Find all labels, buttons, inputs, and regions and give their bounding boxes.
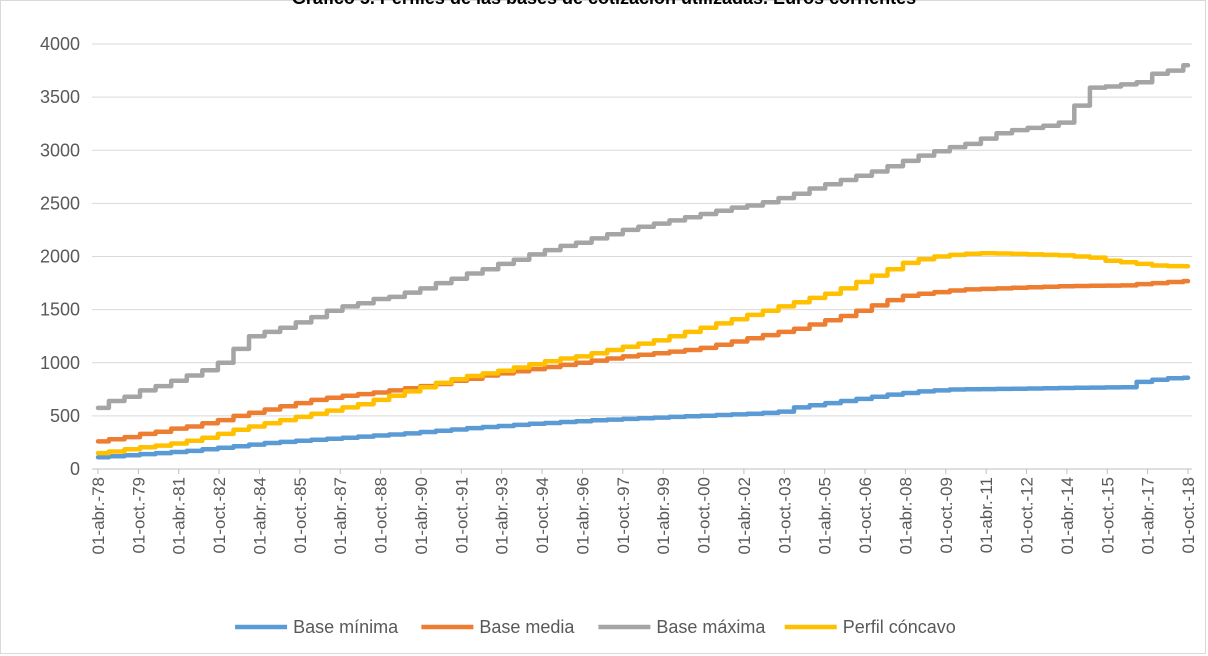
y-tick-label: 1500 [40,300,80,320]
y-axis-ticks: 0 500 1000 1500 2000 2500 3000 3500 4000 [40,34,80,479]
x-tick-label: 01-abr.-02 [735,477,754,555]
x-tick-label: 01-abr.-08 [896,477,915,555]
x-tick-label: 01-abr.-87 [331,477,350,555]
x-tick-label: 01-abr.-84 [250,477,269,555]
chart-title: Gráfico 5. Perfiles de las bases de coti… [0,0,1208,9]
x-tick-label: 01-oct.-00 [695,477,714,554]
x-tick-label: 01-abr.-14 [1058,477,1077,555]
x-tick-label: 01-abr.-93 [493,477,512,555]
x-tick-label: 01-oct.-91 [452,477,471,554]
y-tick-label: 0 [70,459,80,479]
x-tick-label: 01-oct.-12 [1018,477,1037,554]
y-tick-label: 1000 [40,353,80,373]
x-tick-label: 01-abr.-90 [412,477,431,555]
x-tick-label: 01-oct.-15 [1098,477,1117,554]
series-line [95,251,1191,456]
y-tick-label: 500 [50,406,80,426]
y-tick-label: 3000 [40,140,80,160]
y-tick-label: 2500 [40,193,80,213]
series-line [95,278,1191,444]
x-tick-label: 01-abr.-81 [170,477,189,555]
x-tick-label: 01-abr.-78 [89,477,108,555]
x-axis-ticks: 01-abr.-78 01-oct.-79 01-abr.-81 01-oct.-82… [89,477,1198,555]
series-line [95,375,1191,460]
x-tick-label: 01-abr.-17 [1139,477,1158,555]
x-tick-label: 01-abr.-96 [573,477,592,555]
legend-label: Base media [479,617,575,637]
x-tick-label: 01-oct.-79 [129,477,148,554]
y-tick-label: 4000 [40,34,80,54]
legend-label: Perfil cóncavo [843,617,956,637]
legend-label: Base mínima [293,617,399,637]
gridlines [92,43,1192,417]
x-tick-label: 01-oct.-97 [614,477,633,554]
series-line [95,63,1191,411]
x-tick-label: 01-oct.-09 [937,477,956,554]
y-tick-label: 3500 [40,87,80,107]
x-tick-label: 01-oct.-88 [372,477,391,554]
x-tick-label: 01-abr.-11 [977,477,996,553]
x-tick-label: 01-oct.-06 [856,477,875,554]
x-tick-label: 01-abr.-05 [816,477,835,555]
x-tick-label: 01-oct.-03 [775,477,794,554]
series-lines [95,63,1191,460]
x-tick-label: 01-oct.-82 [210,477,229,554]
x-tick-label: 01-oct.-85 [291,477,310,554]
x-tick-label: 01-oct.-94 [533,477,552,554]
y-tick-label: 2000 [40,247,80,267]
legend: Base mínima Base media Base máxima Perfil c… [235,617,956,637]
x-axis [92,468,1192,474]
legend-label: Base máxima [656,617,766,637]
x-tick-label: 01-abr.-99 [654,477,673,555]
x-tick-label: 01-oct.-18 [1179,477,1198,554]
